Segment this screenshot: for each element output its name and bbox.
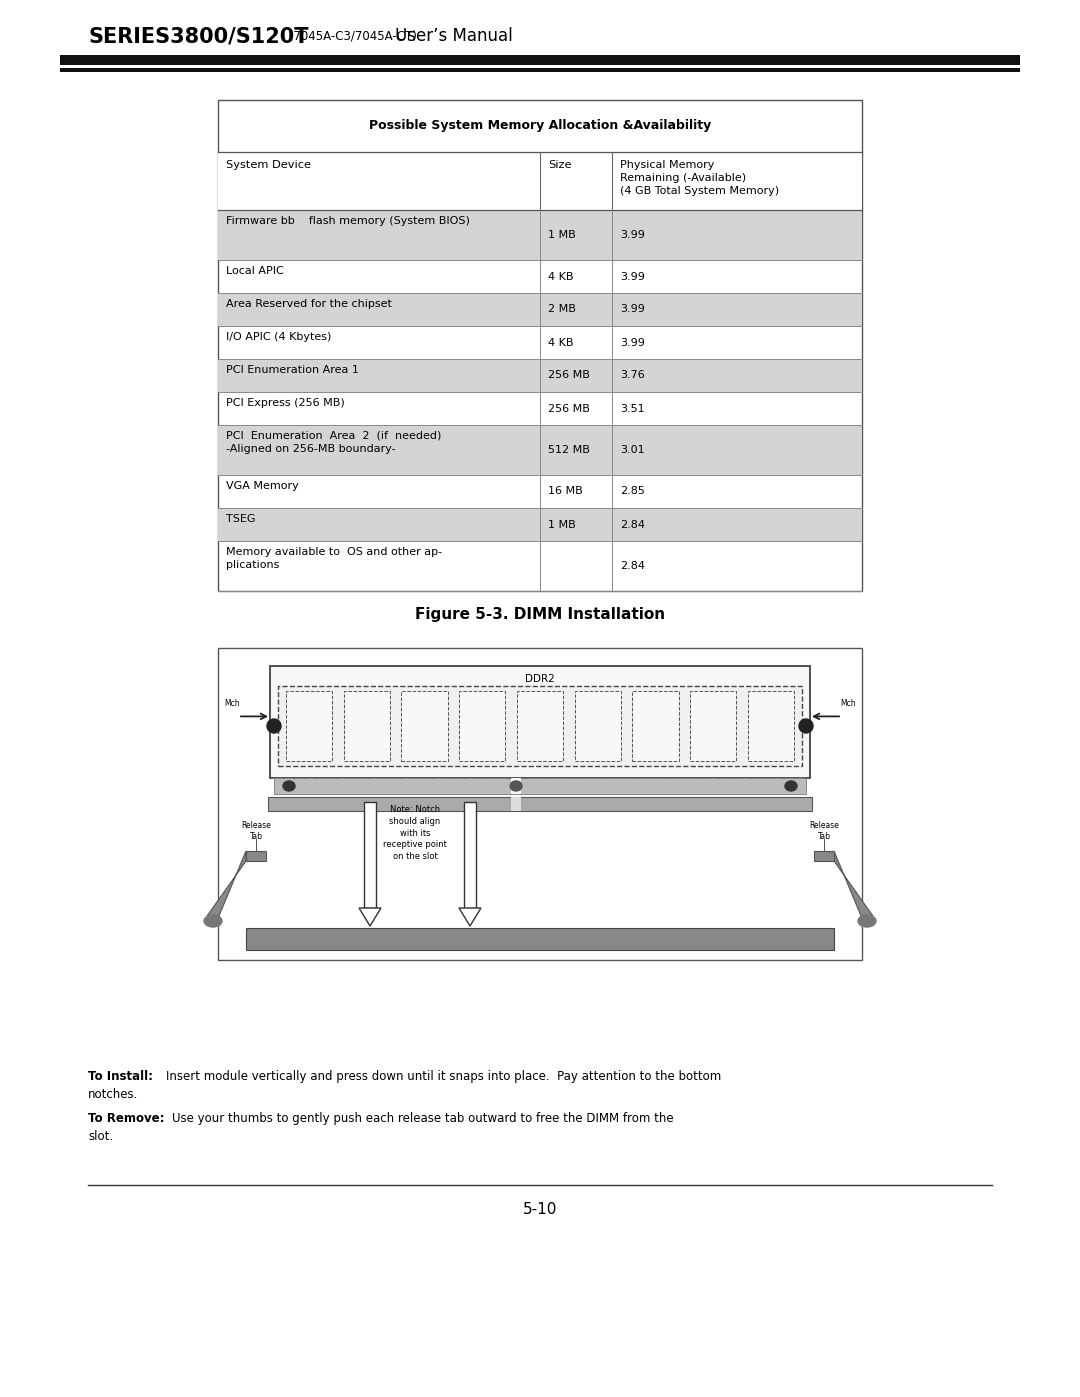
Text: 2.84: 2.84 bbox=[620, 562, 645, 571]
Bar bbox=[218, 509, 862, 541]
Bar bbox=[218, 293, 862, 326]
Text: PCI  Enumeration  Area  2  (if  needed)
-Aligned on 256-MB boundary-: PCI Enumeration Area 2 (if needed) -Alig… bbox=[226, 432, 442, 454]
Text: Physical Memory
Remaining (-Available)
(4 GB Total System Memory): Physical Memory Remaining (-Available) (… bbox=[620, 161, 779, 197]
Text: 512 MB: 512 MB bbox=[548, 446, 590, 455]
Text: 4 KB: 4 KB bbox=[548, 338, 573, 348]
Bar bbox=[278, 686, 802, 766]
Text: 3.99: 3.99 bbox=[620, 338, 645, 348]
Polygon shape bbox=[459, 908, 481, 926]
Polygon shape bbox=[359, 908, 381, 926]
Ellipse shape bbox=[204, 915, 222, 928]
Bar bbox=[747, 692, 794, 761]
Text: Note: Notch
should align
with its
receptive point
on the slot: Note: Notch should align with its recept… bbox=[383, 805, 447, 861]
Text: Area Reserved for the chipset: Area Reserved for the chipset bbox=[226, 299, 392, 309]
Polygon shape bbox=[207, 851, 246, 916]
Bar bbox=[270, 666, 810, 778]
Bar bbox=[402, 692, 447, 761]
Bar bbox=[60, 54, 1020, 66]
Text: Release
Tab: Release Tab bbox=[241, 821, 271, 841]
Bar bbox=[286, 692, 333, 761]
Text: 256 MB: 256 MB bbox=[548, 404, 590, 414]
Text: 3.99: 3.99 bbox=[620, 271, 645, 282]
Text: (7045A-C3/7045A-CT): (7045A-C3/7045A-CT) bbox=[285, 29, 420, 42]
Text: Local APIC: Local APIC bbox=[226, 265, 284, 277]
Text: VGA Memory: VGA Memory bbox=[226, 481, 299, 490]
Text: Figure 5-3. DIMM Installation: Figure 5-3. DIMM Installation bbox=[415, 606, 665, 622]
Text: DDR2: DDR2 bbox=[525, 673, 555, 685]
Text: TSEG: TSEG bbox=[226, 514, 256, 524]
Text: 3.01: 3.01 bbox=[620, 446, 645, 455]
Bar bbox=[274, 778, 806, 793]
Text: To Install:: To Install: bbox=[87, 1070, 153, 1083]
Bar bbox=[218, 648, 862, 960]
Bar bbox=[268, 798, 812, 812]
Ellipse shape bbox=[283, 781, 295, 791]
Bar bbox=[218, 101, 862, 591]
Circle shape bbox=[799, 719, 813, 733]
Circle shape bbox=[267, 719, 281, 733]
Ellipse shape bbox=[858, 915, 876, 928]
Text: To Remove:: To Remove: bbox=[87, 1112, 164, 1125]
Text: 2 MB: 2 MB bbox=[548, 305, 576, 314]
Text: I/O APIC (4 Kbytes): I/O APIC (4 Kbytes) bbox=[226, 332, 332, 342]
Text: notches.: notches. bbox=[87, 1088, 138, 1101]
Bar bbox=[364, 802, 376, 908]
Text: 256 MB: 256 MB bbox=[548, 370, 590, 380]
Text: Memory available to  OS and other ap-
plications: Memory available to OS and other ap- pli… bbox=[226, 548, 442, 570]
Bar bbox=[246, 928, 834, 950]
Bar bbox=[464, 802, 476, 908]
Ellipse shape bbox=[510, 781, 522, 791]
Text: 1 MB: 1 MB bbox=[548, 520, 576, 529]
Text: 16 MB: 16 MB bbox=[548, 486, 583, 496]
Text: Release
Tab: Release Tab bbox=[809, 821, 839, 841]
Text: Size: Size bbox=[548, 161, 571, 170]
Text: User’s Manual: User’s Manual bbox=[395, 27, 513, 45]
Text: slot.: slot. bbox=[87, 1130, 113, 1143]
Bar bbox=[218, 359, 862, 393]
Text: 1 MB: 1 MB bbox=[548, 231, 576, 240]
Text: Use your thumbs to gently push each release tab outward to free the DIMM from th: Use your thumbs to gently push each rele… bbox=[172, 1112, 674, 1125]
Text: Insert module vertically and press down until it snaps into place.  Pay attentio: Insert module vertically and press down … bbox=[166, 1070, 721, 1083]
Text: 3.51: 3.51 bbox=[620, 404, 645, 414]
Bar bbox=[633, 692, 678, 761]
Bar bbox=[575, 692, 621, 761]
Text: Firmware bb    flash memory (System BIOS): Firmware bb flash memory (System BIOS) bbox=[226, 217, 470, 226]
Text: PCI Express (256 MB): PCI Express (256 MB) bbox=[226, 398, 345, 408]
Bar bbox=[511, 778, 521, 793]
Text: Mch: Mch bbox=[840, 700, 855, 708]
Text: Mch: Mch bbox=[225, 700, 240, 708]
Text: PCI Enumeration Area 1: PCI Enumeration Area 1 bbox=[226, 365, 359, 374]
Bar bbox=[218, 425, 862, 475]
Polygon shape bbox=[246, 851, 266, 861]
Text: SERIES3800/S120T: SERIES3800/S120T bbox=[87, 27, 309, 46]
Bar bbox=[517, 692, 563, 761]
Text: 4 KB: 4 KB bbox=[548, 271, 573, 282]
Text: 2.84: 2.84 bbox=[620, 520, 645, 529]
Bar bbox=[459, 692, 505, 761]
Bar bbox=[218, 152, 862, 210]
Polygon shape bbox=[814, 851, 834, 861]
Text: System Device: System Device bbox=[226, 161, 311, 170]
Text: 3.99: 3.99 bbox=[620, 305, 645, 314]
Bar bbox=[60, 68, 1020, 73]
Polygon shape bbox=[834, 851, 873, 916]
Text: 5-10: 5-10 bbox=[523, 1203, 557, 1218]
Bar bbox=[511, 798, 521, 812]
Text: Possible System Memory Allocation &Availability: Possible System Memory Allocation &Avail… bbox=[369, 120, 711, 133]
Text: 2.85: 2.85 bbox=[620, 486, 645, 496]
Ellipse shape bbox=[785, 781, 797, 791]
Text: 3.76: 3.76 bbox=[620, 370, 645, 380]
Bar bbox=[218, 210, 862, 260]
Text: 3.99: 3.99 bbox=[620, 231, 645, 240]
Bar bbox=[690, 692, 737, 761]
Bar bbox=[343, 692, 390, 761]
